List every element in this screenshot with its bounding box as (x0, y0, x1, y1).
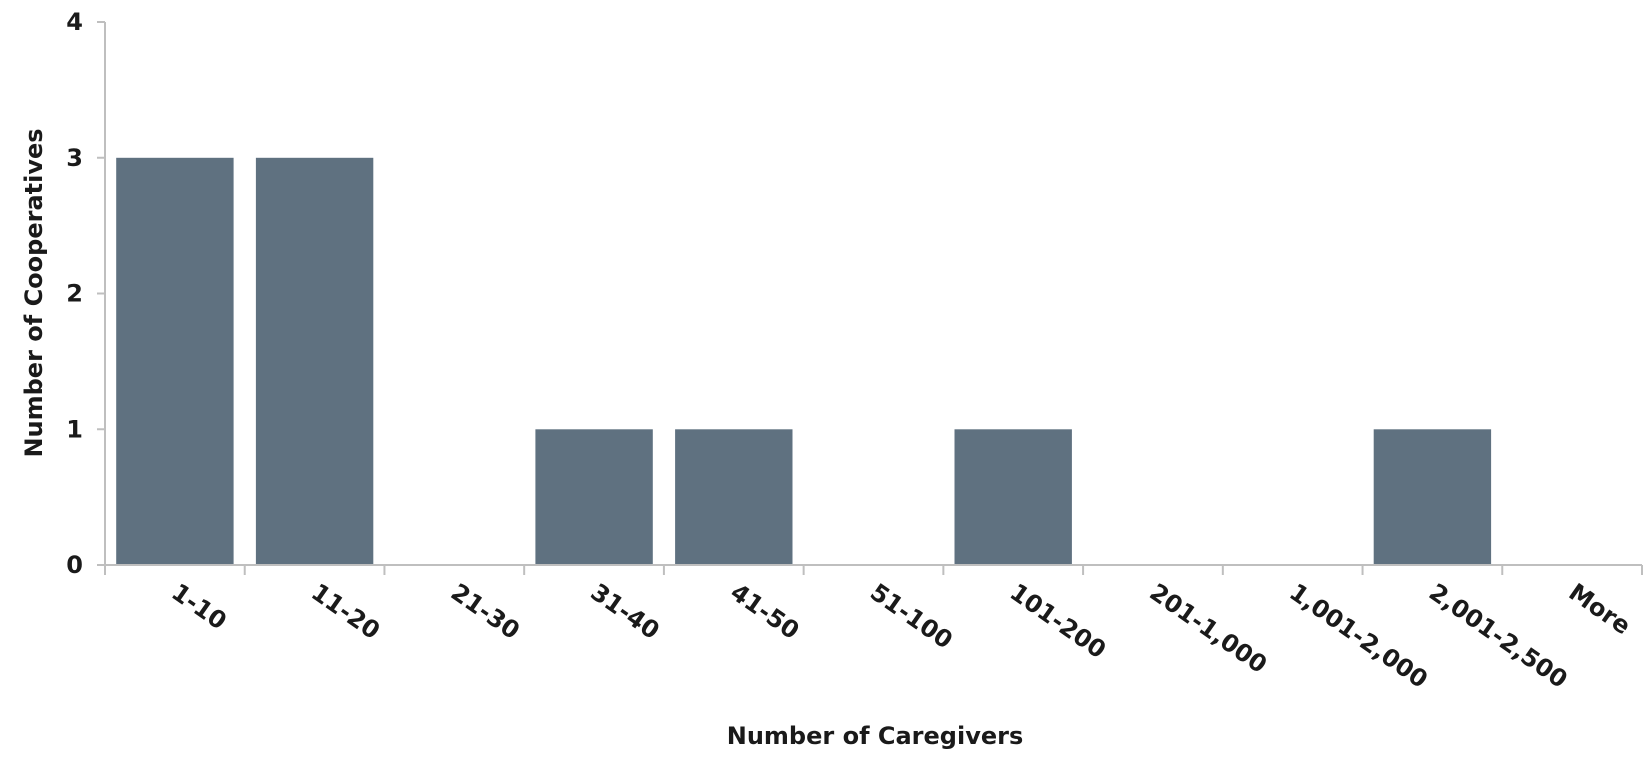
y-tick-label: 1 (66, 415, 83, 443)
x-tick-label: More (1564, 578, 1636, 640)
x-tick-label: 1,001-2,000 (1284, 578, 1433, 694)
y-tick-label: 0 (66, 551, 83, 579)
x-tick-label: 31-40 (586, 578, 665, 645)
x-tick-label: 21-30 (446, 578, 525, 645)
x-tick-label: 1-10 (166, 578, 231, 635)
x-tick-label: 51-100 (865, 578, 958, 655)
bar-5 (675, 429, 793, 566)
bar-7 (954, 429, 1072, 566)
y-axis-title: Number of Cooperatives (20, 128, 48, 457)
bars-layer (116, 157, 1492, 566)
x-tick-label: 11-20 (306, 578, 385, 645)
bar-4 (535, 429, 653, 566)
y-tick-label: 2 (66, 280, 83, 308)
bar-10 (1373, 429, 1492, 566)
x-tick-label: 41-50 (725, 578, 804, 645)
x-tick-label: 101-200 (1005, 578, 1111, 664)
y-tick-label: 3 (66, 144, 83, 172)
axes-layer (97, 21, 1643, 575)
x-tick-label: 2,001-2,500 (1424, 578, 1573, 694)
x-tick-label: 201-1,000 (1145, 578, 1272, 679)
bar-1 (116, 157, 234, 566)
y-tick-label: 4 (66, 8, 83, 36)
bar-2 (255, 157, 374, 566)
x-axis-title: Number of Caregivers (727, 722, 1023, 750)
